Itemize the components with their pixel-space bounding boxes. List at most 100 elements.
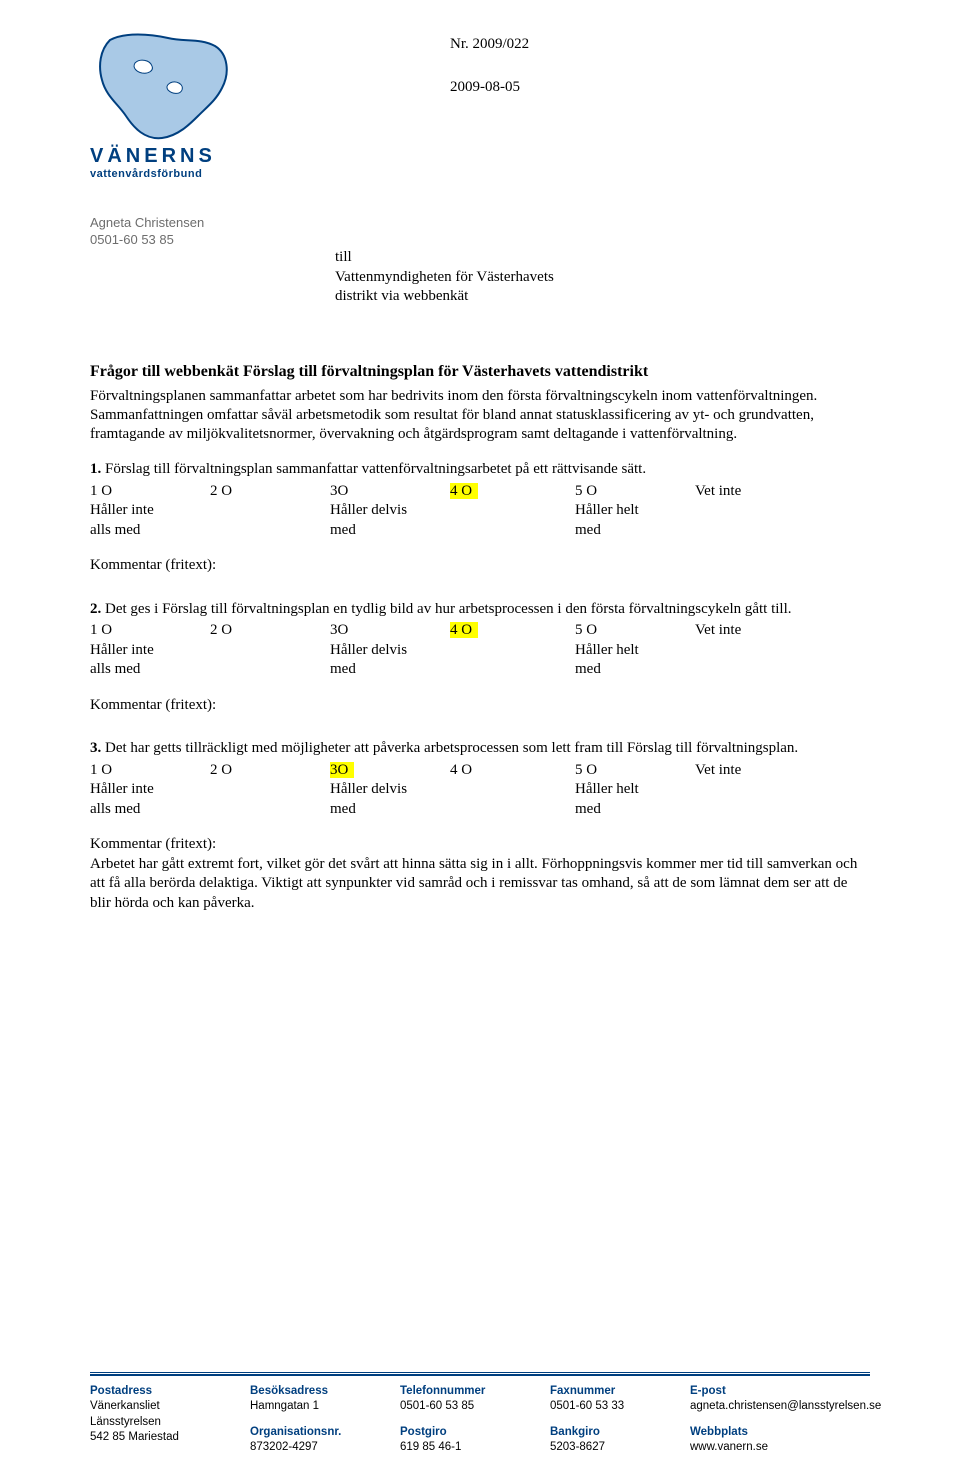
- scale-label: med: [575, 660, 695, 680]
- scale-option: Vet inte: [695, 761, 805, 781]
- scale-option: 2 O: [210, 621, 330, 641]
- scale-option: Vet inte: [695, 482, 805, 502]
- footer-heading: Webbplats: [690, 1425, 880, 1441]
- scale-label: Håller helt: [575, 641, 695, 661]
- scale-label: med: [575, 800, 695, 820]
- scale-label: [450, 660, 575, 680]
- doc-date: 2009-08-05: [450, 79, 529, 96]
- scale-option: 2 O: [210, 482, 330, 502]
- footer-heading: Besöksadress: [250, 1384, 400, 1400]
- recipient-line: distrikt via webbenkät: [335, 287, 554, 307]
- recipient-line: Vattenmyndigheten för Västerhavets: [335, 268, 554, 288]
- scale-label: [450, 641, 575, 661]
- scale-option: 1 O: [90, 761, 210, 781]
- scale-label: Håller delvis: [330, 641, 450, 661]
- footer-heading: Telefonnummer: [400, 1384, 550, 1400]
- highlighted-option: 4 O: [450, 622, 478, 638]
- scale-label: [695, 521, 805, 541]
- footer-heading: E-post: [690, 1384, 880, 1400]
- scale-label: [210, 641, 330, 661]
- scale-label: alls med: [90, 800, 210, 820]
- comment-block: Kommentar (fritext):Arbetet har gått ext…: [90, 835, 870, 913]
- scale-label: [210, 780, 330, 800]
- footer-value: 0501-60 53 85: [400, 1399, 550, 1415]
- scale-label: [210, 800, 330, 820]
- scale-option: 3O: [330, 621, 450, 641]
- footer-grid: PostadressVänerkanslietLänsstyrelsen542 …: [90, 1384, 870, 1456]
- scale-label: Håller helt: [575, 780, 695, 800]
- comment-block: Kommentar (fritext):: [90, 696, 870, 716]
- scale-label: med: [330, 800, 450, 820]
- scale-row: 1 O2 O3O4 O5 OVet inte: [90, 482, 870, 502]
- footer-value: Länsstyrelsen: [90, 1415, 250, 1431]
- footer-value: 5203-8627: [550, 1440, 690, 1456]
- scale-option: 4 O: [450, 621, 575, 641]
- question-text: 3. Det har getts tillräckligt med möjlig…: [90, 739, 870, 759]
- footer-cell: E-postagneta.christensen@lansstyrelsen.s…: [690, 1384, 880, 1456]
- scale-label: med: [330, 521, 450, 541]
- scale-row: 1 O2 O3O4 O5 OVet inte: [90, 621, 870, 641]
- scale-label: Håller inte: [90, 641, 210, 661]
- scale-label: alls med: [90, 660, 210, 680]
- scale-option: 2 O: [210, 761, 330, 781]
- recipient-block: till Vattenmyndigheten för Västerhavets …: [335, 248, 554, 307]
- footer-rule: [90, 1372, 870, 1376]
- question-text: 2. Det ges i Förslag till förvaltningspl…: [90, 600, 870, 620]
- scale-label-row: alls med med med: [90, 800, 870, 820]
- document-title: Frågor till webbenkät Förslag till förva…: [90, 362, 870, 383]
- scale-label: [695, 501, 805, 521]
- scale-label: med: [330, 660, 450, 680]
- footer-value: 873202-4297: [250, 1440, 400, 1456]
- question-text: 1. Förslag till förvaltningsplan sammanf…: [90, 460, 870, 480]
- scale-label: [695, 660, 805, 680]
- sender-block: Agneta Christensen 0501-60 53 85: [90, 215, 204, 249]
- main-content: Frågor till webbenkät Förslag till förva…: [90, 362, 870, 937]
- comment-block: Kommentar (fritext):: [90, 556, 870, 576]
- scale-label: Håller delvis: [330, 780, 450, 800]
- footer-value: Vänerkansliet: [90, 1399, 250, 1415]
- comment-label: Kommentar (fritext):: [90, 835, 870, 855]
- footer-heading: Postgiro: [400, 1425, 550, 1441]
- highlighted-option: 4 O: [450, 483, 478, 499]
- recipient-line: till: [335, 248, 554, 268]
- scale-option: 5 O: [575, 621, 695, 641]
- scale-label: [450, 501, 575, 521]
- question-block: 2. Det ges i Förslag till förvaltningspl…: [90, 600, 870, 716]
- scale-label: Håller inte: [90, 501, 210, 521]
- scale-label-row: Håller inte Håller delvis Håller helt: [90, 641, 870, 661]
- footer-value: 619 85 46-1: [400, 1440, 550, 1456]
- footer-value: 0501-60 53 33: [550, 1399, 690, 1415]
- scale-label: [695, 780, 805, 800]
- scale-label: [450, 800, 575, 820]
- footer-cell: Telefonnummer0501-60 53 85 Postgiro619 85…: [400, 1384, 550, 1456]
- footer-value: Hamngatan 1: [250, 1399, 400, 1415]
- scale-label-row: Håller inteHåller delvisHåller helt: [90, 501, 870, 521]
- footer-cell: BesöksadressHamngatan 1 Organisationsnr.8…: [250, 1384, 400, 1456]
- footer-cell: PostadressVänerkanslietLänsstyrelsen542 …: [90, 1384, 250, 1456]
- scale-label: [210, 660, 330, 680]
- scale-option: 4 O: [450, 482, 575, 502]
- comment-body: Arbetet har gått extremt fort, vilket gö…: [90, 855, 870, 914]
- comment-label: Kommentar (fritext):: [90, 696, 870, 716]
- logo-title: VÄNERNS: [90, 145, 280, 168]
- scale-option: 5 O: [575, 761, 695, 781]
- footer-value: 542 85 Mariestad: [90, 1430, 250, 1446]
- scale-label: Håller helt: [575, 501, 695, 521]
- footer-heading: Organisationsnr.: [250, 1425, 400, 1441]
- footer-heading: Bankgiro: [550, 1425, 690, 1441]
- footer-cell: Faxnummer0501-60 53 33Bankgiro5203-8627: [550, 1384, 690, 1456]
- highlighted-option: 3O: [330, 762, 354, 778]
- sender-phone: 0501-60 53 85: [90, 232, 204, 249]
- scale-label: Håller inte: [90, 780, 210, 800]
- scale-option: Vet inte: [695, 621, 805, 641]
- footer-heading: Postadress: [90, 1384, 250, 1400]
- scale-label-row: Håller inte Håller delvis Håller helt: [90, 780, 870, 800]
- scale-label: [210, 501, 330, 521]
- sender-name: Agneta Christensen: [90, 215, 204, 232]
- scale-option: 3O: [330, 482, 450, 502]
- scale-option: 5 O: [575, 482, 695, 502]
- footer-value: agneta.christensen@lansstyrelsen.se: [690, 1399, 880, 1415]
- scale-label: [695, 641, 805, 661]
- scale-label-row: alls med med med: [90, 660, 870, 680]
- doc-meta: Nr. 2009/022 2009-08-05: [450, 36, 529, 96]
